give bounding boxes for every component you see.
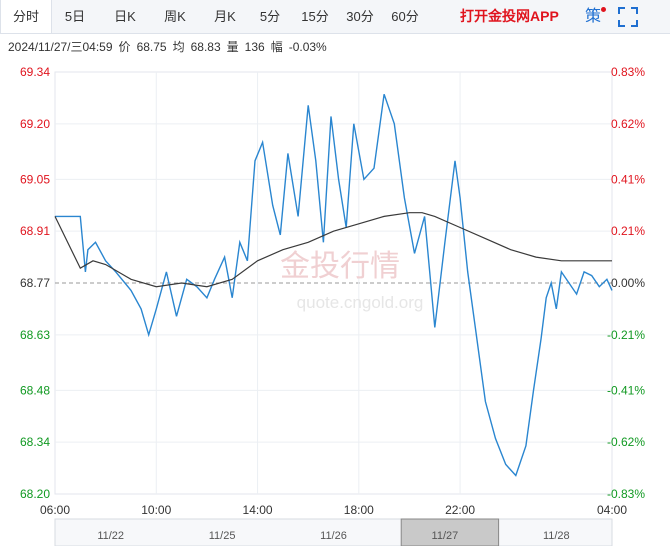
info-avg: 68.83 <box>190 40 221 54</box>
average-line <box>54 212 612 288</box>
navigator-date-label[interactable]: 11/25 <box>209 530 236 542</box>
pct-tick-label: 0.62% <box>611 117 645 131</box>
tab-4[interactable]: 月K <box>214 9 236 24</box>
x-tick-label: 14:00 <box>243 503 273 517</box>
open-app-link[interactable]: 打开金投网APP <box>460 8 559 24</box>
y-tick-label: 69.20 <box>20 117 50 131</box>
tab-7[interactable]: 30分 <box>346 9 374 24</box>
notification-dot-icon <box>601 7 606 12</box>
info-volume: 136 <box>244 40 265 54</box>
navigator-frame <box>54 518 613 546</box>
pct-tick-label: 0.21% <box>611 224 645 238</box>
info-avg-label: 均 <box>172 40 185 54</box>
y-tick-label: 68.63 <box>20 328 50 342</box>
x-tick-label: 22:00 <box>445 503 475 517</box>
navigator-date-label[interactable]: 11/27 <box>432 530 459 542</box>
navigator-date-label[interactable]: 11/26 <box>320 530 347 542</box>
period-tabbar: 分时 5日 日K 周K 月K 5分 15分 30分 60分 <box>0 0 670 34</box>
y-tick-label: 69.34 <box>20 65 50 79</box>
pct-tick-label: -0.21% <box>607 328 645 342</box>
pct-tick-label: -0.83% <box>607 487 645 501</box>
quote-info-bar: 2024/11/27/三04:59 价 68.75 均 68.83 量 136 幅 -0.03% <box>8 38 333 55</box>
y-tick-label: 68.34 <box>20 435 50 449</box>
tab-5[interactable]: 5分 <box>259 9 281 24</box>
tab-1[interactable]: 5日 <box>64 9 86 24</box>
pct-tick-label: 0.83% <box>611 65 645 79</box>
info-volume-label: 量 <box>226 40 239 54</box>
info-change-label: 幅 <box>270 40 283 54</box>
pct-tick-label: 0.00% <box>611 276 645 290</box>
y-tick-label: 68.20 <box>20 487 50 501</box>
tab-3[interactable]: 周K <box>164 9 186 24</box>
price-line <box>55 93 613 477</box>
info-change: -0.03% <box>288 40 327 54</box>
navigator-date-label[interactable]: 11/28 <box>543 530 570 542</box>
pct-tick-label: 0.41% <box>611 172 645 186</box>
y-tick-label: 69.05 <box>20 172 50 186</box>
watermark-text: 金投行情 <box>280 250 400 283</box>
pct-tick-label: -0.41% <box>607 383 645 397</box>
tab-8[interactable]: 60分 <box>391 9 419 24</box>
navigator-selected-window[interactable] <box>400 518 500 546</box>
info-price: 68.75 <box>136 40 167 54</box>
y-tick-label: 68.48 <box>20 383 50 397</box>
x-tick-label: 10:00 <box>141 503 171 517</box>
info-datetime: 2024/11/27/三04:59 <box>8 40 113 54</box>
navigator-date-label[interactable]: 11/22 <box>97 530 124 542</box>
pct-tick-label: -0.62% <box>607 435 645 449</box>
y-tick-label: 68.91 <box>20 224 50 238</box>
x-tick-label: 04:00 <box>597 503 627 517</box>
tab-0[interactable]: 分时 <box>0 0 52 33</box>
x-tick-label: 06:00 <box>40 503 70 517</box>
tab-6[interactable]: 15分 <box>301 9 329 24</box>
strategy-button[interactable]: 策 <box>585 8 602 25</box>
fullscreen-icon[interactable] <box>617 6 639 28</box>
watermark-url: quote.cngold.org <box>297 293 424 312</box>
y-tick-label: 68.77 <box>20 276 50 290</box>
info-price-label: 价 <box>118 40 131 54</box>
x-tick-label: 18:00 <box>344 503 374 517</box>
tab-2[interactable]: 日K <box>114 9 136 24</box>
